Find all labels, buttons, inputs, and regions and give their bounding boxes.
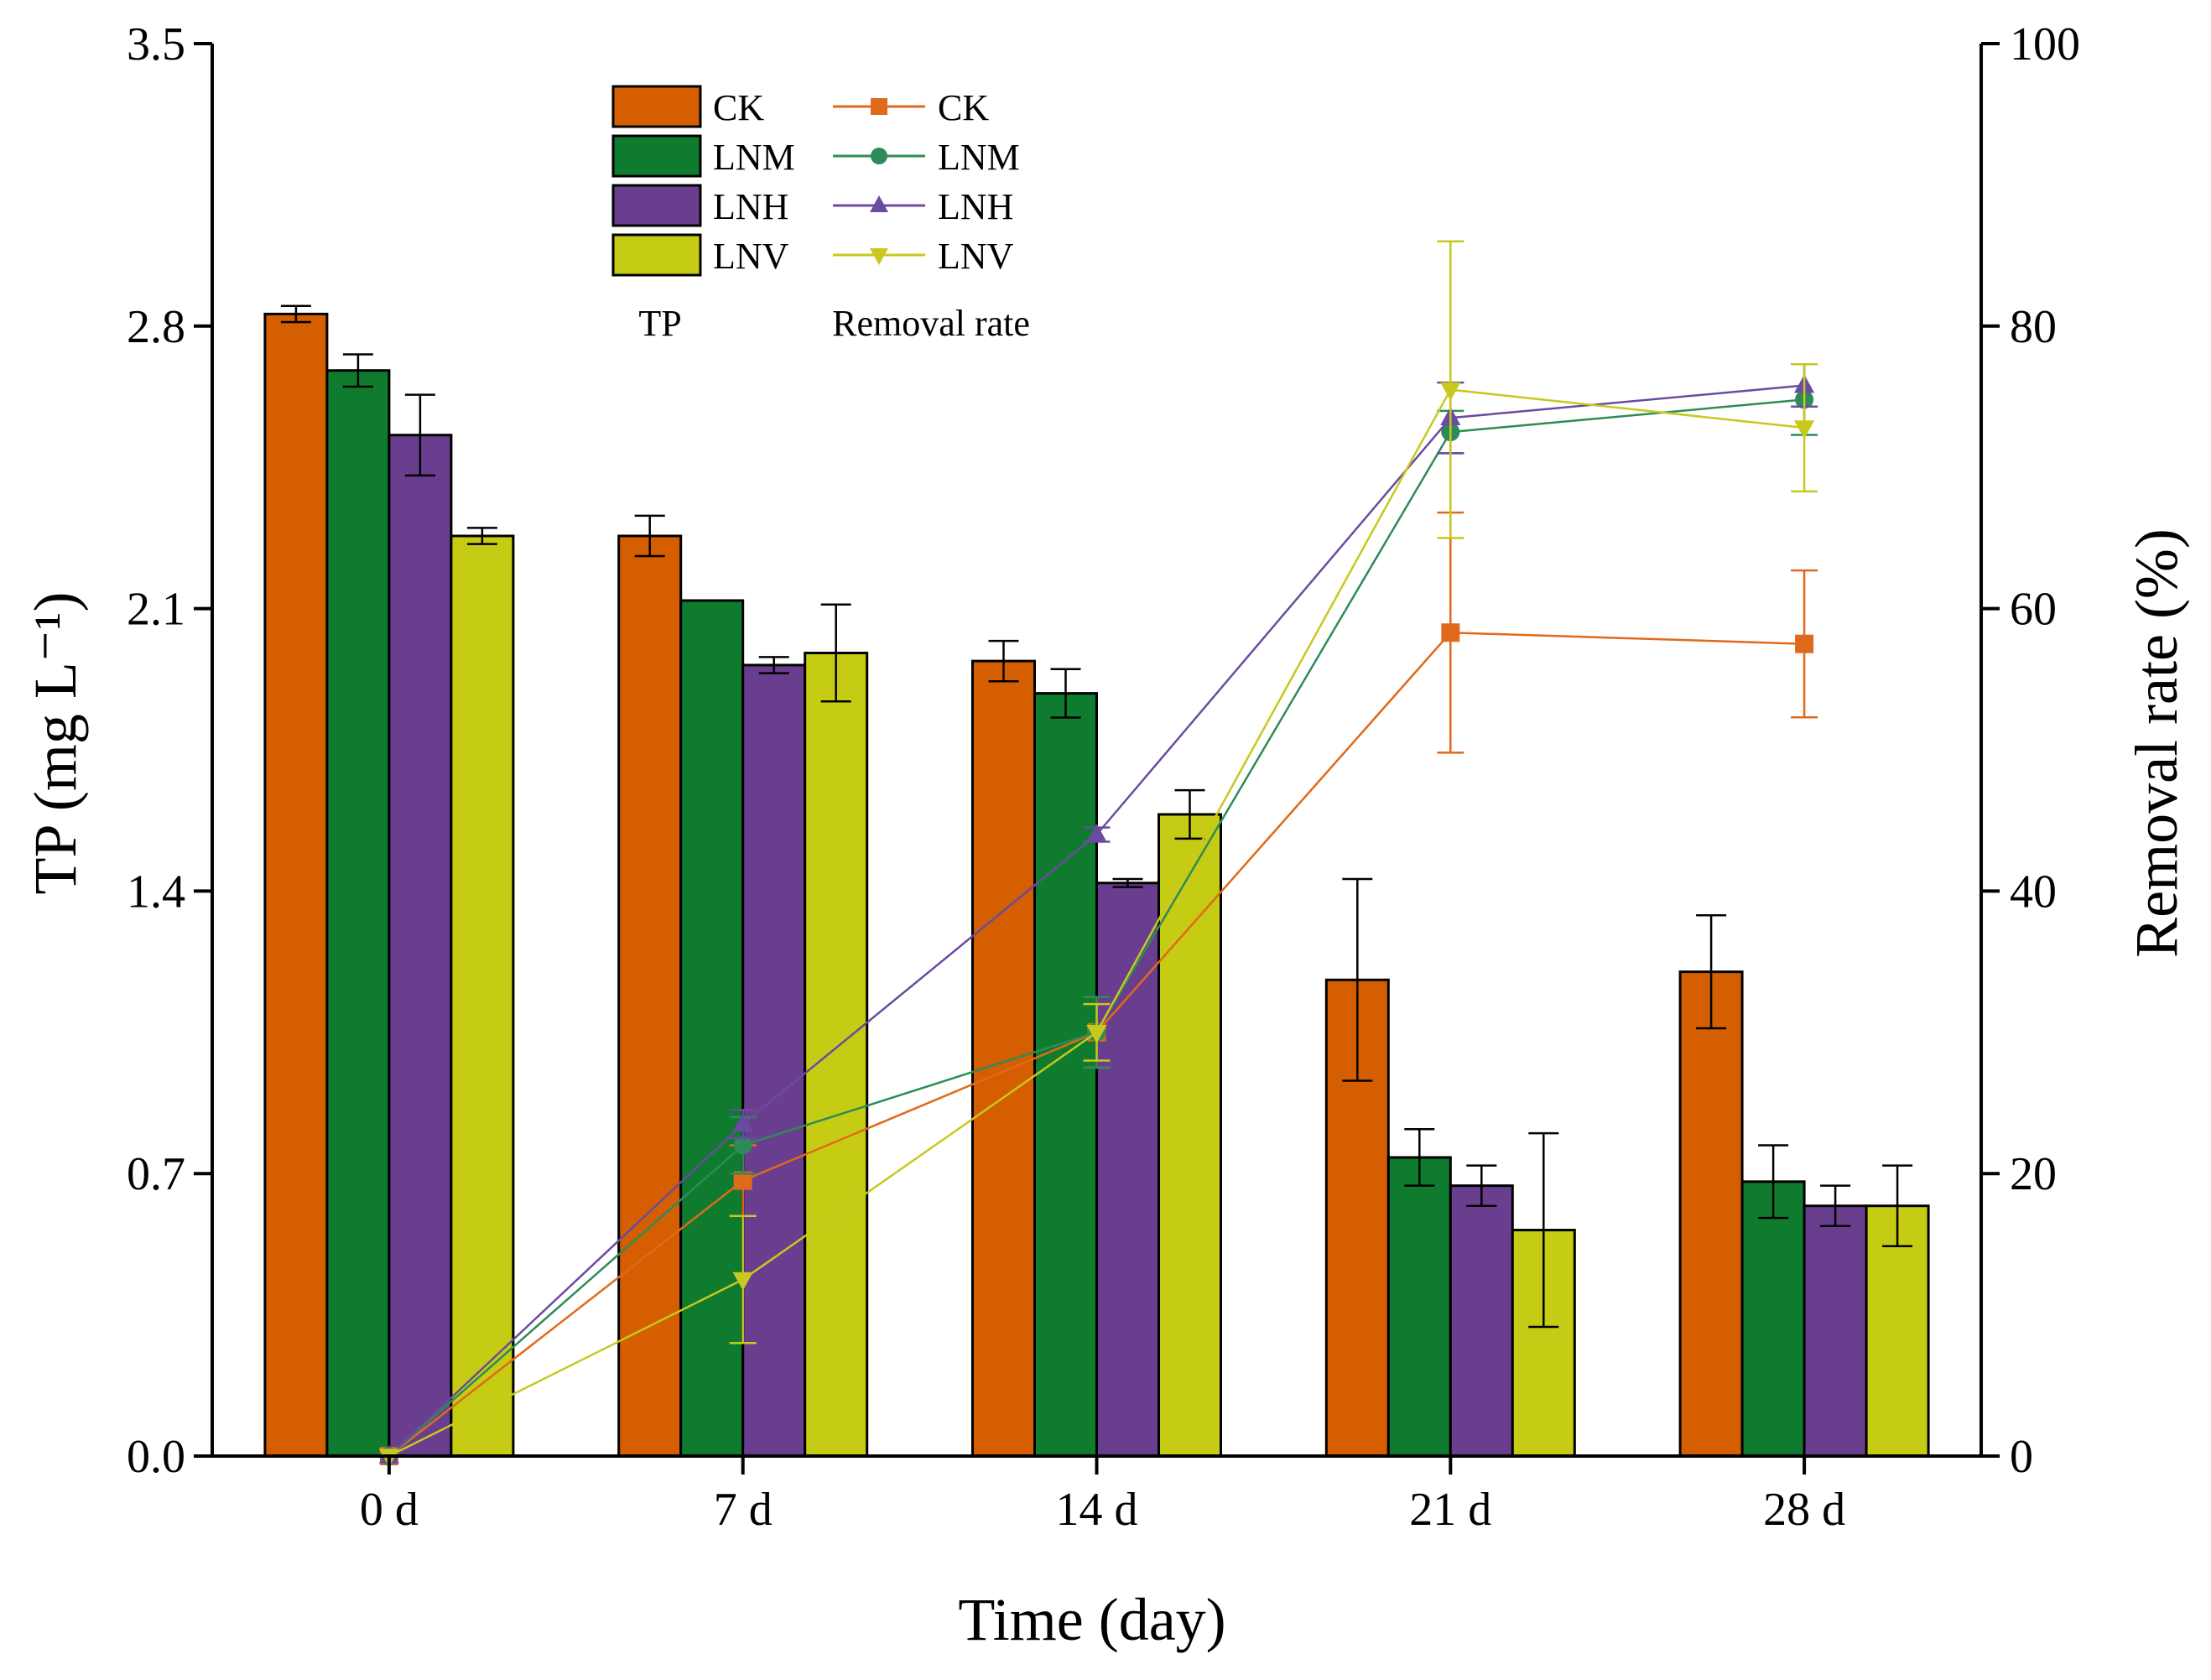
bar-lnh-14-d [1095, 882, 1160, 1458]
bar-error-lnv-28-d [1882, 1164, 1913, 1248]
bar-lnm-0-d [325, 369, 391, 1458]
bar-error-lnm-0-d [342, 353, 373, 388]
point-lnv-7-d [732, 1272, 753, 1291]
y-tick-label-right: 20 [2010, 1148, 2057, 1200]
y-tick-label-left: 2.8 [127, 301, 185, 353]
lines-layer [378, 240, 1818, 1468]
legend-marker-lnh [870, 195, 888, 212]
bar-error-lnh-28-d [1820, 1184, 1851, 1227]
bar-ck-14-d [971, 659, 1036, 1458]
x-tick-label: 21 d [1409, 1484, 1491, 1536]
y-tick-label-left: 0.0 [127, 1431, 185, 1483]
point-lnv-21-d [1440, 382, 1461, 401]
bar-lnm-28-d [1740, 1180, 1806, 1458]
bar-lnh-0-d [388, 434, 453, 1458]
x-tick-label: 0 d [360, 1484, 419, 1536]
legend-swatch-bar-lnm [611, 134, 702, 178]
y-axis-title-left: TP (mg L⁻¹) [22, 592, 89, 895]
legend-header-tp: TP [638, 303, 681, 344]
legend-label-bar-lnm: LNM [713, 137, 795, 178]
legend-header-removal-rate: Removal rate [832, 303, 1030, 344]
point-lnh-14-d [1086, 823, 1107, 842]
legend-label-bar-ck: CK [713, 87, 764, 128]
point-lnv-14-d [1086, 1025, 1107, 1043]
y-tick-label-right: 100 [2010, 18, 2080, 70]
bar-lnm-7-d [679, 599, 745, 1458]
legend-swatch-bar-lnh [611, 184, 702, 227]
bar-error-lnm-28-d [1758, 1144, 1789, 1220]
bar-error-ck-0-d [280, 304, 311, 324]
bar-error-ck-28-d [1696, 914, 1727, 1030]
point-lnv-28-d [1794, 420, 1815, 440]
bar-ck-7-d [617, 534, 683, 1458]
bar-error-lnm-14-d [1050, 668, 1081, 719]
bar-ck-28-d [1678, 970, 1744, 1458]
y-tick-label-right: 40 [2010, 866, 2057, 918]
bar-error-lnh-14-d [1112, 877, 1143, 888]
legend-marker-lnv [870, 248, 888, 265]
point-lnh-7-d [732, 1113, 753, 1132]
x-tick-label: 14 d [1056, 1484, 1138, 1536]
bar-error-ck-21-d [1342, 877, 1373, 1082]
legend-marker-ck [871, 98, 887, 115]
bar-lnh-7-d [741, 663, 807, 1458]
point-ck-7-d [733, 1171, 752, 1190]
bar-error-lnv-14-d [1174, 788, 1205, 840]
y-tick-label-left: 2.1 [127, 584, 185, 636]
bar-lnv-0-d [450, 534, 515, 1458]
bar-error-lnv-7-d [820, 603, 851, 703]
x-tick-label: 7 d [714, 1484, 773, 1536]
bar-error-lnv-21-d [1528, 1131, 1559, 1329]
legend-swatch-bar-ck [611, 85, 702, 128]
legend-label-line-lnh: LNH [938, 186, 1013, 227]
y-tick-label-right: 60 [2010, 584, 2057, 636]
bar-error-ck-7-d [634, 514, 665, 558]
legend-label-line-ck: CK [938, 87, 989, 128]
legend-swatch-bar-lnv [611, 233, 702, 277]
y-tick-label-left: 3.5 [127, 18, 185, 70]
bar-error-lnh-0-d [404, 393, 435, 477]
bar-ck-0-d [263, 312, 329, 1458]
bar-error-lnh-21-d [1466, 1164, 1497, 1207]
bar-lnh-28-d [1803, 1204, 1868, 1458]
legend-label-line-lnv: LNV [938, 236, 1014, 277]
legend-label-bar-lnv: LNV [713, 236, 789, 277]
legend-label-line-lnm: LNM [938, 137, 1020, 178]
point-lnm-7-d [733, 1136, 752, 1155]
bar-lnv-7-d [804, 652, 869, 1458]
bar-error-lnm-21-d [1404, 1128, 1435, 1187]
legend: CK LNM LNH LNV CK LNM LNH LNV [611, 85, 1020, 277]
bar-lnm-14-d [1033, 692, 1098, 1458]
legend-label-bar-lnh: LNH [713, 186, 788, 227]
bars-layer [263, 304, 1930, 1458]
y-axis-title-right: Removal rate (%) [2123, 528, 2190, 958]
point-ck-21-d [1441, 623, 1460, 642]
y-tick-label-right: 0 [2010, 1431, 2033, 1483]
y-tick-label-left: 0.7 [127, 1148, 185, 1200]
y-tick-label-left: 1.4 [127, 866, 185, 918]
bar-lnm-21-d [1386, 1156, 1452, 1458]
point-ck-28-d [1795, 634, 1814, 653]
x-axis-title: Time (day) [958, 1586, 1225, 1653]
axes-layer: 0.0 0.7 1.4 2.1 2.8 3.5 0 20 40 60 80 100 0 d 7 d 14 d… [127, 18, 2080, 1536]
y-tick-label-right: 80 [2010, 301, 2057, 353]
x-tick-label: 28 d [1763, 1484, 1845, 1536]
legend-marker-lnm [871, 148, 887, 164]
bar-error-lnv-0-d [466, 527, 497, 545]
bar-lnh-21-d [1449, 1184, 1514, 1458]
bar-error-lnh-7-d [758, 656, 789, 674]
bar-error-ck-14-d [988, 639, 1019, 683]
